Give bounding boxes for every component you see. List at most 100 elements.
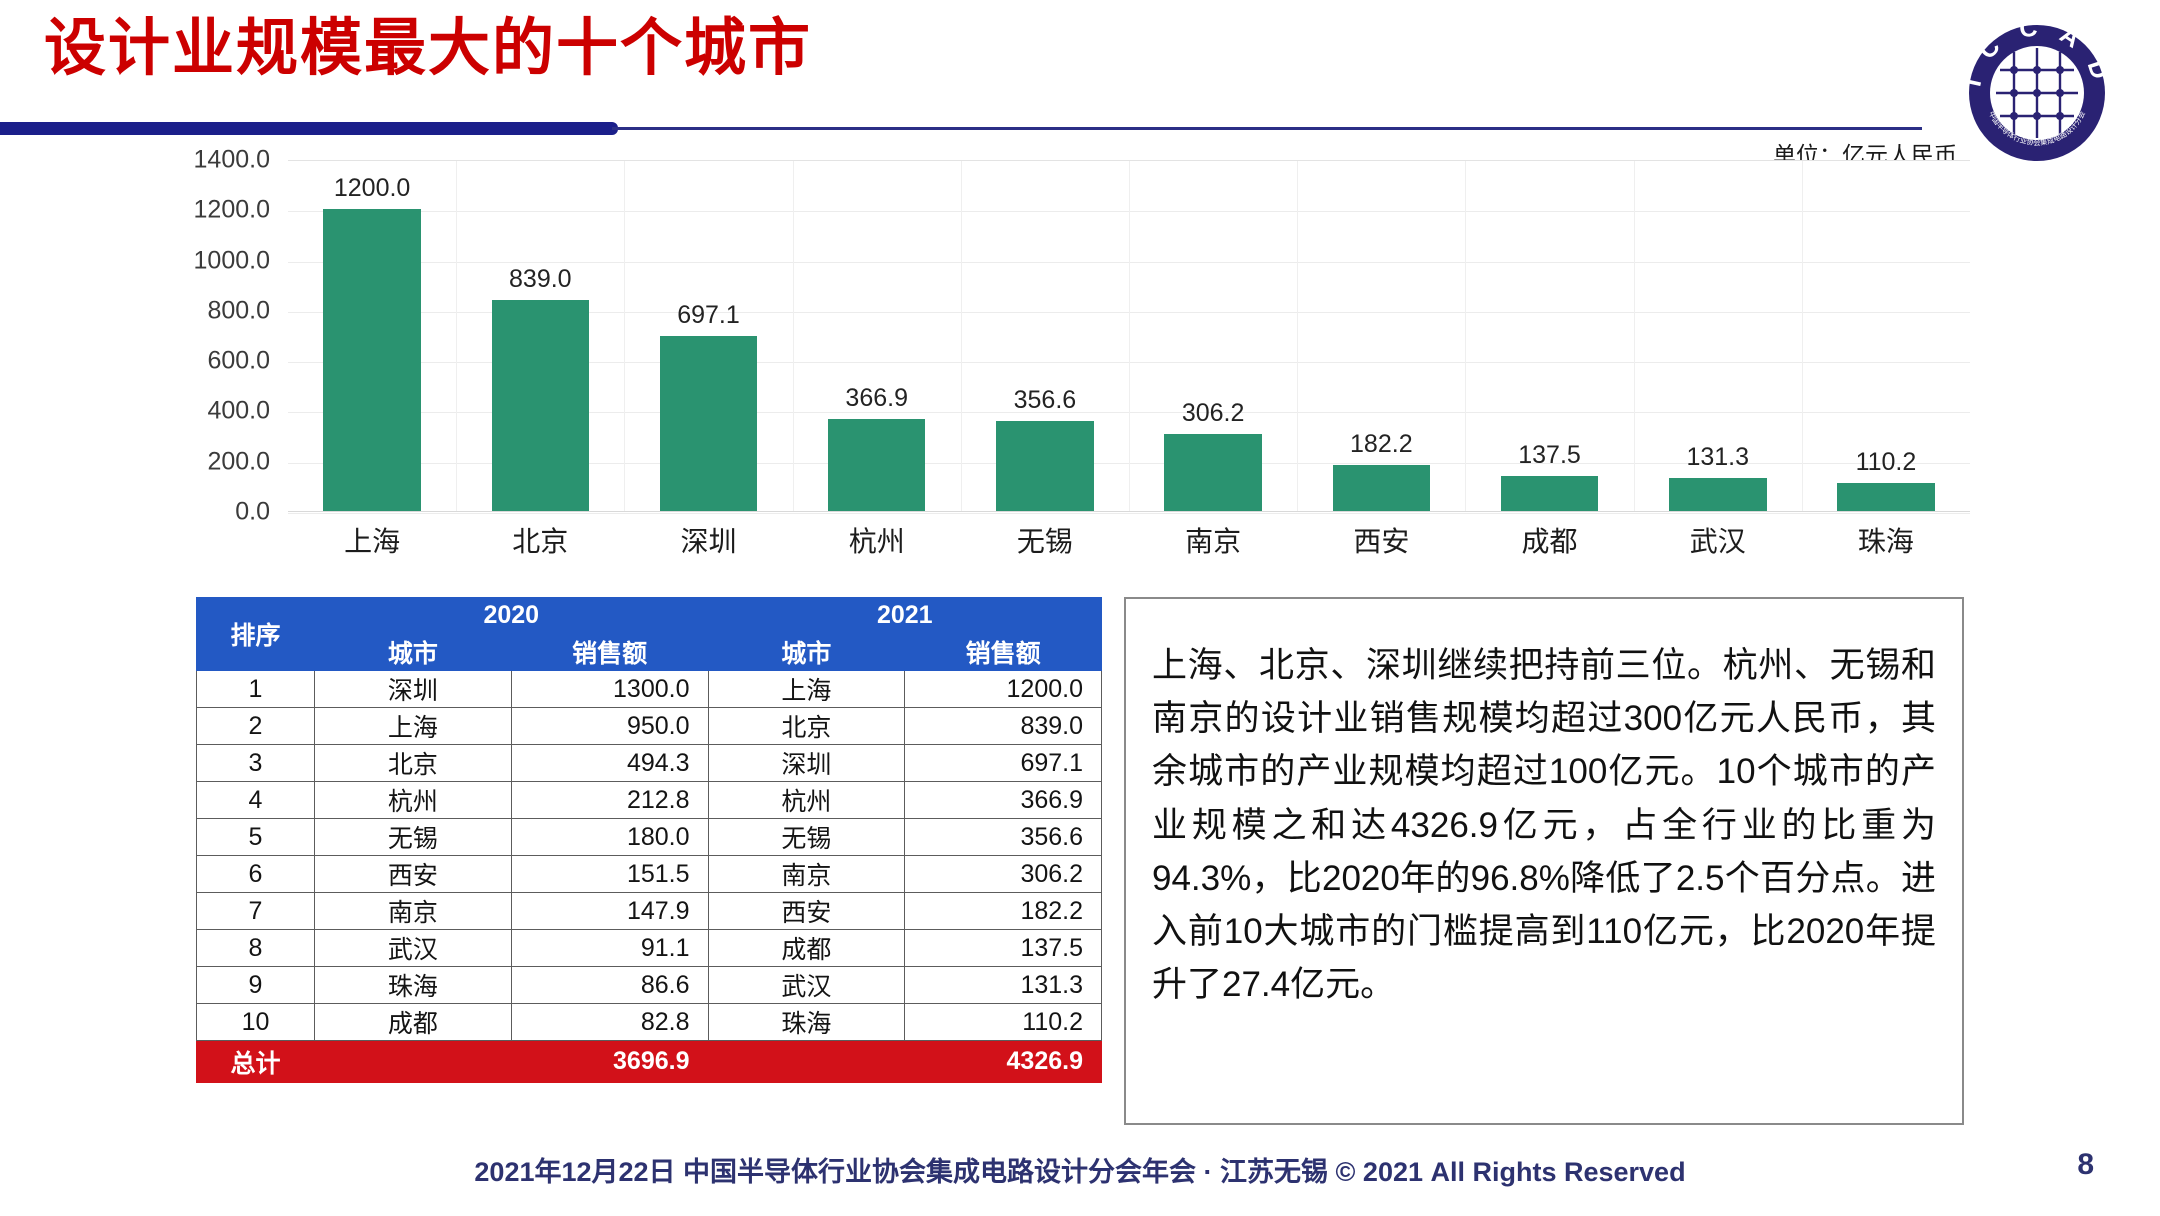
chart-x-tick-label: 上海 [344, 526, 401, 557]
iccad-logo-icon: I C C A D 中国半导体行业协会集成电路设计分会 [1958, 13, 2109, 161]
chart-bar [827, 418, 926, 511]
chart-bar [996, 421, 1094, 511]
rankings-table: 排序 2020 2021 城市 销售额 城市 销售额 1 深圳 1300.0 上海 12… [196, 597, 1102, 1083]
table-header-year-2020: 2020 [314, 597, 709, 634]
table-row: 9 珠海 86.6 武汉 131.3 [196, 966, 1102, 1004]
chart-x-tick-label: 南京 [1185, 526, 1242, 557]
chart-vertical-gridline [1633, 161, 1635, 511]
chart-bar-value-label: 356.6 [1013, 386, 1077, 415]
chart-bar [1500, 476, 1599, 511]
table-row: 1 深圳 1300.0 上海 1200.0 [196, 670, 1102, 708]
table-total-row: 总计 3696.9 4326.9 [196, 1040, 1102, 1083]
chart-bar [1164, 434, 1262, 511]
chart-bar-value-label: 182.2 [1350, 430, 1413, 459]
chart-bar-value-label: 1200.0 [333, 174, 411, 203]
chart-y-tick-label: 800.0 [207, 296, 270, 325]
chart-bar-value-label: 131.3 [1686, 443, 1749, 471]
chart-x-tick-label: 珠海 [1857, 526, 1914, 557]
table-cell-city-2021: 珠海 [707, 1003, 906, 1041]
chart-bar-slot: 137.5 [1465, 161, 1633, 511]
chart-vertical-gridline [1129, 161, 1130, 511]
chart-vertical-gridline [456, 161, 458, 511]
table-cell-sales-2021: 839.0 [904, 707, 1102, 745]
table-header-year-2021: 2021 [707, 597, 1102, 634]
chart-bar [491, 300, 590, 511]
table-header-city-2020: 城市 [314, 633, 512, 671]
chart-y-tick-label: 0.0 [235, 497, 270, 526]
table-cell-city-2021: 北京 [707, 707, 906, 745]
table-row: 3 北京 494.3 深圳 697.1 [196, 744, 1102, 782]
page-number: 8 [2077, 1148, 2094, 1181]
title-rule-thin [612, 127, 1922, 130]
table-header-row-sub: 城市 销售额 城市 销售额 [197, 633, 1102, 671]
chart-bar-value-label: 697.1 [677, 300, 740, 329]
table-cell-sales-2020: 91.1 [510, 929, 709, 967]
chart-vertical-gridline [960, 161, 962, 511]
table-cell-city-2020: 南京 [314, 892, 512, 930]
table-cell-sales-2021: 306.2 [904, 855, 1102, 893]
table-cell-city-2020: 珠海 [314, 966, 512, 1004]
chart-x-tick-label: 北京 [512, 526, 569, 557]
table-header-city-2021: 城市 [707, 633, 906, 671]
chart-y-tick-label: 1200.0 [193, 195, 270, 224]
table-cell-sales-2020: 180.0 [510, 818, 709, 856]
table-row: 4 杭州 212.8 杭州 366.9 [196, 781, 1102, 819]
chart-x-tick-label: 无锡 [1016, 526, 1073, 557]
table-header-rank: 排序 [196, 597, 315, 671]
chart-bar-slot: 697.1 [624, 161, 792, 511]
table-total-sales-2020: 3696.9 [510, 1040, 709, 1083]
chart-y-tick-label: 400.0 [207, 396, 270, 425]
chart-bar [1837, 483, 1935, 511]
page-title: 设计业规模最大的十个城市 [44, 14, 813, 83]
table-cell-sales-2021: 356.6 [904, 818, 1102, 856]
table-cell-city-2020: 杭州 [314, 781, 512, 819]
table-cell-city-2020: 深圳 [314, 670, 512, 708]
chart-y-tick-label: 600.0 [207, 346, 270, 375]
footer-text: 2021年12月22日 中国半导体行业协会集成电路设计分会年会 · 江苏无锡 ©… [474, 1157, 1686, 1187]
chart-bar-slot: 131.3 [1634, 161, 1802, 511]
table-cell-city-2021: 深圳 [707, 744, 906, 782]
table-cell-sales-2020: 86.6 [510, 966, 709, 1004]
table-cell-sales-2020: 1300.0 [510, 670, 709, 708]
table-total-city-2020 [314, 1040, 512, 1083]
bar-chart: 1400.0 1200.0 1000.0 800.0 600.0 400.0 200.0 0.… [170, 146, 1970, 580]
chart-plot-area: 1200.0 839.0 697.1 366.9 356.6 306.2 182.2 137.… [288, 160, 1970, 514]
table-cell-sales-2020: 151.5 [510, 855, 709, 893]
chart-bar-slot: 110.2 [1802, 161, 1970, 511]
table-cell-sales-2021: 366.9 [904, 781, 1102, 819]
chart-vertical-gridline [1297, 161, 1299, 511]
chart-x-tick-label: 杭州 [848, 526, 905, 557]
table-cell-city-2021: 上海 [707, 670, 906, 708]
table-cell-sales-2021: 182.2 [904, 892, 1102, 930]
chart-vertical-gridline [624, 161, 626, 511]
table-cell-city-2020: 北京 [314, 744, 512, 782]
chart-vertical-gridline [792, 161, 794, 511]
chart-bar-slot: 182.2 [1297, 161, 1465, 511]
table-cell-sales-2020: 212.8 [510, 781, 709, 819]
chart-bar-slot: 366.9 [793, 161, 961, 511]
table-header-sales-2021: 销售额 [904, 633, 1102, 671]
table-cell-city-2020: 成都 [314, 1003, 512, 1041]
chart-x-tick-label: 武汉 [1689, 526, 1746, 557]
chart-bar-slot: 306.2 [1129, 161, 1297, 511]
chart-y-axis: 1400.0 1200.0 1000.0 800.0 600.0 400.0 200.0 0.… [170, 146, 280, 526]
table-cell-rank: 7 [196, 892, 315, 930]
title-rule-thick [0, 122, 618, 135]
table-cell-rank: 2 [196, 707, 315, 745]
chart-vertical-gridline [1801, 161, 1803, 511]
table-cell-rank: 1 [196, 670, 315, 708]
chart-x-tick-label: 深圳 [680, 526, 737, 557]
table-cell-rank: 3 [196, 744, 315, 782]
chart-x-axis: 上海 北京 深圳 杭州 无锡 南京 西安 成都 武汉 珠海 [288, 520, 1970, 560]
table-cell-city-2021: 南京 [707, 855, 906, 893]
table-cell-city-2020: 武汉 [314, 929, 512, 967]
table-cell-city-2021: 成都 [707, 929, 906, 967]
table-cell-rank: 6 [196, 855, 315, 893]
table-row: 5 无锡 180.0 无锡 356.6 [196, 818, 1102, 856]
table-total-label: 总计 [196, 1040, 315, 1083]
table-row: 6 西安 151.5 南京 306.2 [196, 855, 1102, 893]
table-cell-sales-2020: 494.3 [510, 744, 709, 782]
chart-bar-value-label: 137.5 [1518, 441, 1581, 470]
table-cell-sales-2021: 110.2 [904, 1003, 1102, 1041]
table-cell-rank: 5 [196, 818, 315, 856]
